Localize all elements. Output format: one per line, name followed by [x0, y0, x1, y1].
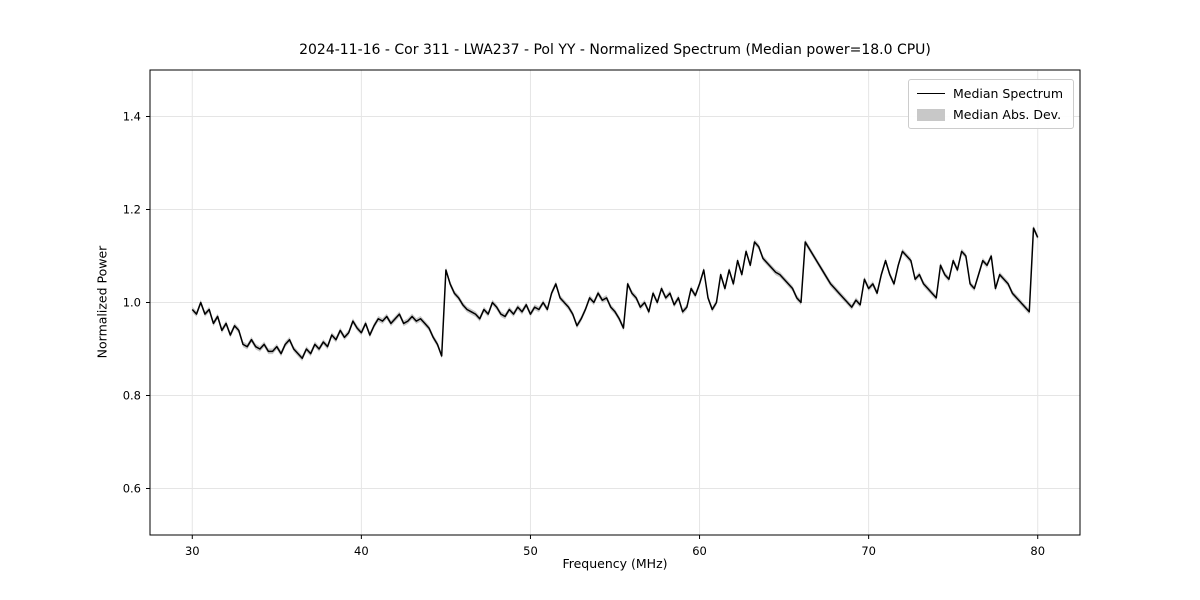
chart-title: 2024-11-16 - Cor 311 - LWA237 - Pol YY -… [299, 42, 931, 58]
legend-line-swatch [916, 93, 945, 94]
x-tick-label: 60 [692, 544, 707, 558]
x-tick-label: 50 [523, 544, 538, 558]
x-axis-label: Frequency (MHz) [562, 556, 668, 571]
mad-band [192, 225, 1038, 362]
y-tick-label: 0.6 [123, 482, 141, 496]
y-axis-label: Normalized Power [94, 245, 110, 359]
y-tick-label: 1.0 [123, 296, 141, 310]
y-tick-label: 1.2 [123, 203, 141, 217]
x-tick-label: 80 [1030, 544, 1045, 558]
legend-label: Median Abs. Dev. [952, 107, 1062, 122]
median-spectrum-line [191, 227, 1039, 360]
legend-label: Median Spectrum [952, 86, 1063, 101]
x-tick-label: 70 [861, 544, 876, 558]
legend-entry-median-spectrum: Median Spectrum [916, 86, 1063, 101]
x-tick-label: 30 [185, 544, 200, 558]
y-tick-label: 0.8 [123, 389, 141, 403]
legend-patch-swatch [916, 108, 945, 121]
y-tick-label: 1.4 [123, 110, 141, 124]
legend: Median Spectrum Median Abs. Dev. [907, 79, 1074, 129]
legend-entry-median-abs-dev: Median Abs. Dev. [916, 107, 1063, 122]
x-tick-label: 40 [354, 544, 369, 558]
